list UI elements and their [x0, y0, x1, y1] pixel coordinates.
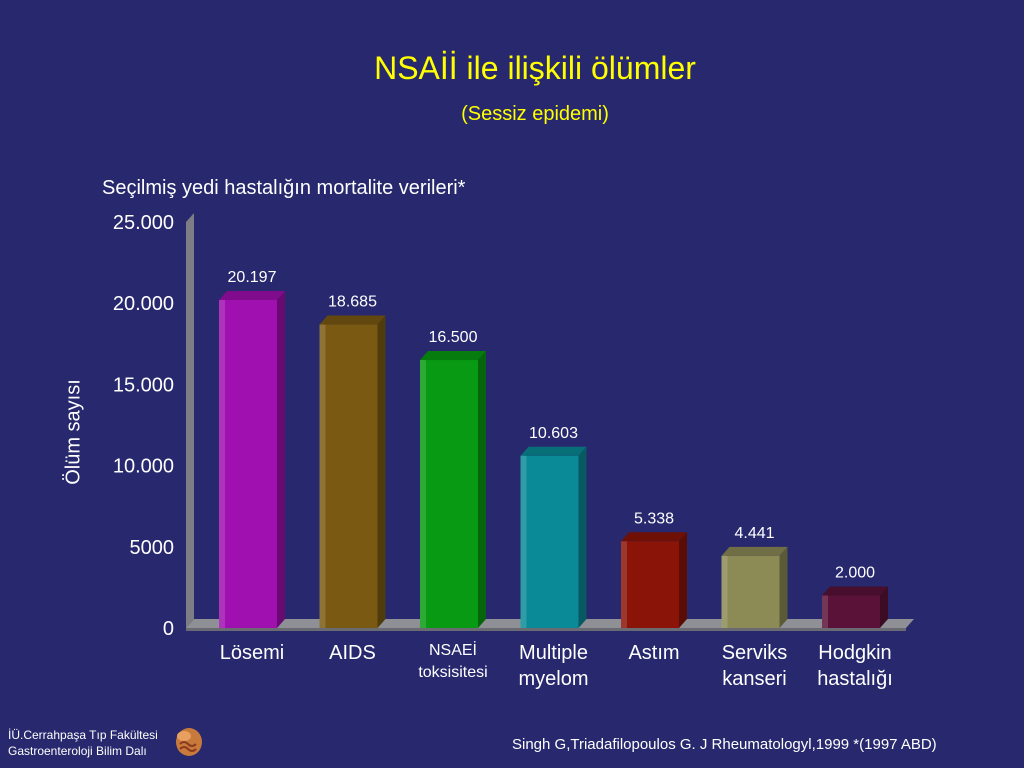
data-label: 20.197 — [228, 269, 277, 286]
category-label: Astım — [604, 640, 704, 666]
bar-side — [880, 586, 888, 628]
data-label: 2.000 — [835, 565, 875, 582]
category-label-line: NSAEİ — [428, 642, 477, 659]
bar — [319, 324, 378, 628]
bar-side — [277, 291, 285, 628]
bar-top — [219, 291, 285, 301]
bar-top — [822, 586, 888, 596]
bar — [520, 455, 579, 628]
y-axis-label: Ölüm sayısı — [62, 379, 85, 485]
bar-highlight — [721, 555, 728, 628]
category-label-line: Multiple — [519, 642, 588, 664]
bar-highlight — [520, 455, 527, 628]
bar-top — [721, 546, 788, 556]
bar-side — [478, 351, 486, 628]
bar-top — [520, 446, 587, 456]
bar — [420, 360, 478, 628]
y-tick-label: 10.000 — [113, 456, 174, 478]
category-label-line: AIDS — [329, 642, 376, 664]
bar — [721, 555, 780, 628]
bar-highlight — [219, 300, 225, 628]
data-label: 10.603 — [529, 425, 578, 442]
bar — [219, 300, 277, 628]
bar-highlight — [319, 324, 326, 628]
bar-side — [578, 446, 587, 628]
bar-top — [319, 315, 386, 325]
category-label-line: Lösemi — [219, 642, 285, 664]
data-label: 4.441 — [734, 525, 774, 542]
slide-subtitle: (Sessiz epidemi) — [461, 103, 609, 125]
institution-line-2: Gastroenteroloji Bilim Dalı — [8, 744, 147, 758]
category-label-line: myelom — [518, 668, 589, 690]
slide-title: NSAİİ ile ilişkili ölümler — [374, 50, 696, 86]
category-label-line: toksisitesi — [418, 664, 488, 681]
category-label-line: Serviks — [721, 642, 788, 664]
chart-floor-edge — [186, 628, 906, 631]
category-label: Hodgkin hastalığı — [805, 640, 905, 692]
category-label: AIDS — [303, 640, 403, 666]
category-label: Lösemi — [202, 640, 302, 666]
chart-title: Seçilmiş yedi hastalığın mortalite veril… — [102, 177, 466, 199]
y-tick-label: 20.000 — [113, 293, 174, 315]
category-label-line: Hodgkin — [818, 642, 892, 664]
category-label: Serviks kanseri — [705, 640, 805, 692]
bar-side — [679, 532, 687, 628]
category-label-line: Astım — [628, 642, 680, 664]
bar — [621, 541, 679, 628]
category-label: Multiple myelom — [504, 640, 604, 692]
y-tick-label: 0 — [163, 618, 174, 640]
bar-side — [779, 546, 788, 628]
data-label: 18.685 — [328, 294, 377, 311]
bar-top — [621, 532, 687, 542]
y-tick-label: 15.000 — [113, 374, 174, 396]
institution-line-1: İÜ.Cerrahpaşa Tıp Fakültesi — [8, 728, 158, 742]
y-tick-label: 5000 — [130, 537, 175, 559]
y-tick-label: 25.000 — [113, 212, 174, 234]
digestive-system-logo-icon — [176, 728, 202, 756]
category-label-line: hastalığı — [817, 668, 893, 690]
bar-highlight — [621, 541, 627, 628]
bar-highlight — [420, 360, 426, 628]
bar — [822, 595, 880, 628]
institution-label: İÜ.Cerrahpaşa Tıp Fakültesi Gastroentero… — [8, 727, 158, 759]
category-label-line: kanseri — [722, 668, 787, 690]
data-label: 5.338 — [634, 510, 674, 527]
chart-left-wall — [186, 213, 194, 628]
bar-side — [377, 315, 386, 628]
bar-top — [420, 351, 486, 361]
data-label: 16.500 — [429, 329, 478, 346]
bar-highlight — [822, 595, 828, 628]
citation: Singh G,Triadafilopoulos G. J Rheumatolo… — [512, 736, 937, 753]
category-label: NSAEİ toksisitesi — [403, 640, 503, 684]
